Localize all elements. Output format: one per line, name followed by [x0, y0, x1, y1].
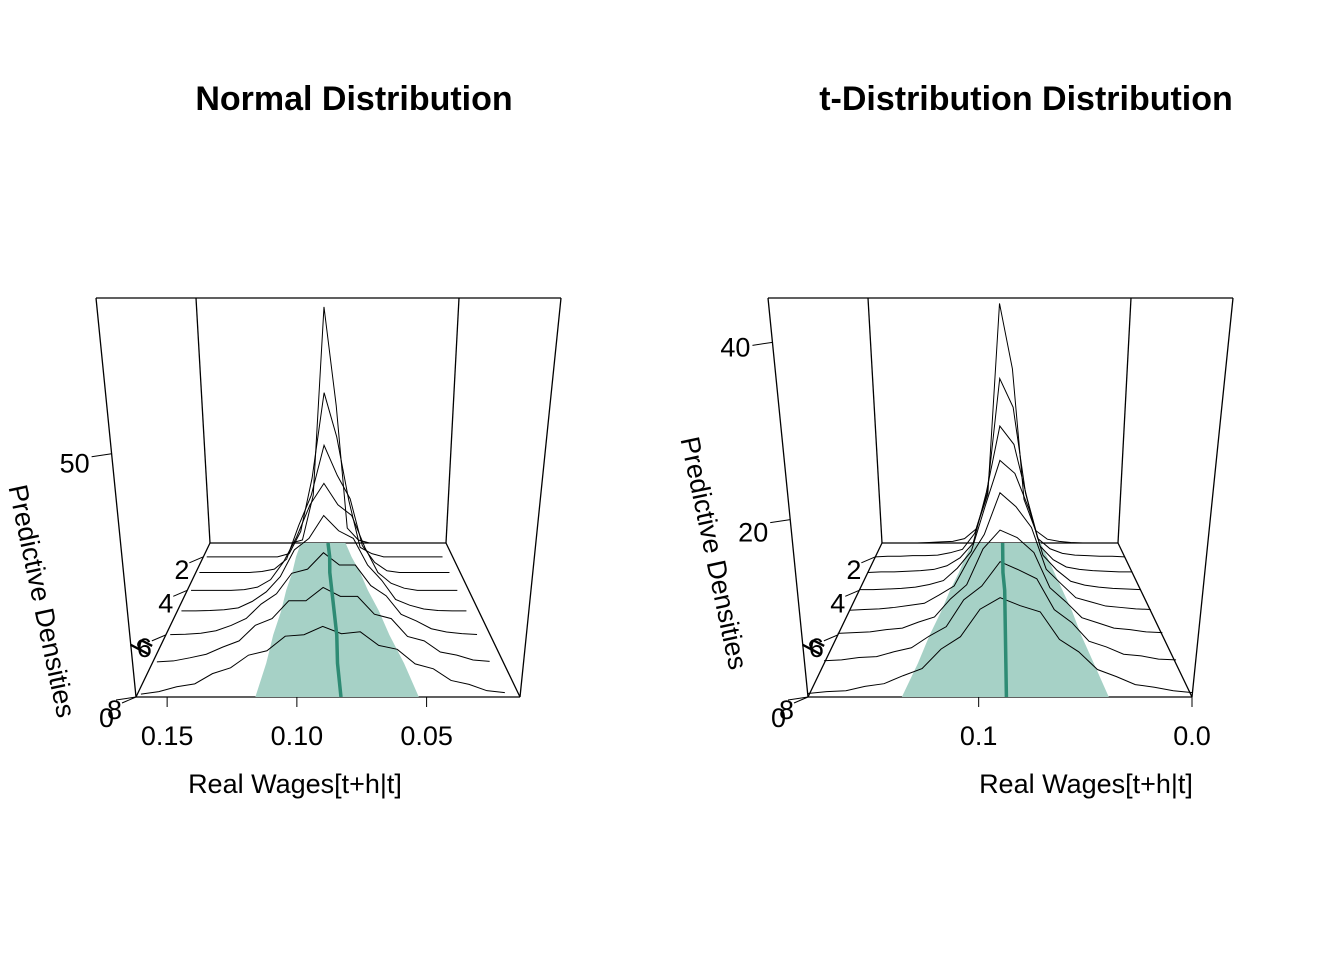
h-tick	[845, 589, 860, 597]
density-line	[140, 625, 505, 695]
z-axis-label: Predictive Densities	[674, 434, 753, 672]
h-tick-label: 8	[779, 695, 794, 725]
z-tick	[91, 453, 112, 458]
box-edge	[767, 297, 809, 698]
h-tick	[823, 634, 839, 642]
h-tick-label: 2	[846, 555, 861, 585]
panel: 0.15 0.10 0.05 0 50 246 8 Normal Distribution Re…	[2, 80, 562, 799]
h-tick-label: 2	[174, 555, 189, 585]
h-tick-label: 4	[830, 588, 845, 618]
box-edge	[445, 297, 460, 544]
h-tick	[151, 634, 167, 642]
z-tick	[752, 341, 773, 346]
density-line	[837, 529, 1163, 634]
density-line	[213, 306, 437, 544]
density-line	[824, 561, 1177, 662]
h-tick-label: 6	[137, 633, 152, 663]
box-edge	[195, 297, 211, 544]
z-axis-label: Predictive Densities	[2, 482, 81, 720]
box-edge	[95, 297, 137, 698]
density-line	[859, 459, 1141, 591]
h-tick	[173, 589, 188, 597]
median-line	[326, 542, 343, 698]
box-edge	[1117, 542, 1193, 698]
interval-band	[255, 543, 419, 697]
x-axis-label: Real Wages[t+h|t]	[979, 769, 1193, 799]
x-tick-label: 0.15	[141, 721, 194, 751]
x-tick-label: 0.10	[271, 721, 324, 751]
z-tick	[787, 696, 809, 701]
x-tick-label: 0.0	[1173, 721, 1211, 751]
z-tick-label: 50	[60, 449, 90, 479]
density-line	[181, 514, 467, 612]
density-line	[867, 424, 1133, 573]
h-tick-label: 8	[107, 695, 122, 725]
x-axis-label: Real Wages[t+h|t]	[188, 769, 402, 799]
box-edge	[807, 542, 883, 698]
density-line	[156, 586, 490, 663]
density-line	[170, 552, 478, 636]
chart-title: Normal Distribution	[195, 80, 512, 118]
x-tick-label: 0.1	[960, 721, 998, 751]
z-tick-label: 0	[771, 703, 786, 733]
box-edge	[519, 297, 562, 698]
box-edge	[1117, 297, 1132, 544]
z-tick-label: 40	[720, 332, 750, 362]
density-line	[849, 491, 1151, 611]
density-line	[191, 482, 458, 591]
h-tick	[861, 556, 876, 564]
box-edge	[867, 297, 883, 544]
density-line	[199, 443, 450, 573]
median-line	[1000, 542, 1009, 698]
z-tick-label: 0	[99, 703, 114, 733]
density-line	[807, 597, 1193, 694]
density-line	[206, 392, 443, 558]
chart-title: t-Distribution Distribution	[819, 80, 1233, 118]
h-tick	[121, 696, 137, 704]
density-line	[882, 303, 1118, 544]
panel: 0.1 0.0 0 20 40 246 8 t-Distribution Distributi…	[674, 80, 1234, 799]
x-tick-label: 0.05	[400, 721, 453, 751]
h-tick-label: 6	[809, 633, 824, 663]
h-tick-label: 4	[158, 588, 173, 618]
h-tick	[793, 696, 809, 704]
z-tick	[115, 696, 137, 701]
h-tick	[189, 556, 204, 564]
z-tick-label: 20	[738, 518, 768, 548]
density-line	[875, 376, 1125, 558]
box-edge	[445, 542, 521, 698]
box-edge	[1191, 297, 1234, 698]
z-tick	[770, 519, 791, 524]
box-edge	[135, 542, 211, 698]
